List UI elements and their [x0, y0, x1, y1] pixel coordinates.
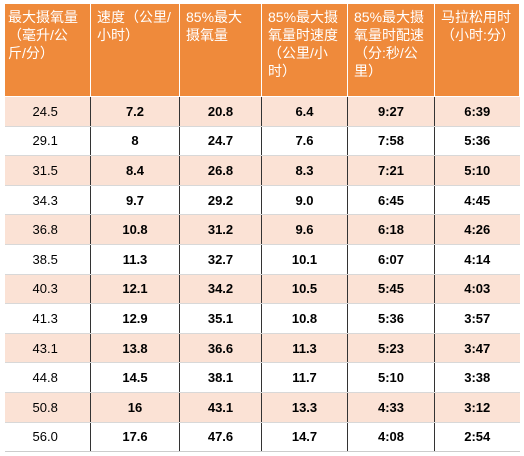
cell-speed: 11.3	[90, 243, 180, 275]
cell-85pct-speed: 9.6	[261, 214, 348, 245]
table-row: 29.1 8 24.7 7.6 7:58 5:36	[4, 125, 520, 157]
cell-85pct-speed: 7.6	[261, 125, 348, 157]
cell-vo2max: 24.5	[4, 96, 91, 127]
cell-85pct-pace: 7:21	[347, 155, 435, 186]
cell-vo2max: 44.8	[4, 362, 91, 393]
cell-vo2max: 34.3	[4, 184, 91, 216]
cell-marathon-time: 5:36	[434, 125, 520, 157]
cell-85pct-vo2max: 26.8	[179, 155, 262, 186]
cell-85pct-pace: 6:18	[347, 214, 435, 245]
table-row: 44.8 14.5 38.1 11.7 5:10 3:38	[4, 362, 520, 393]
cell-85pct-vo2max: 29.2	[179, 184, 262, 216]
cell-85pct-pace: 5:10	[347, 362, 435, 393]
cell-marathon-time: 3:47	[434, 332, 520, 364]
cell-speed: 12.1	[90, 273, 180, 305]
cell-85pct-vo2max: 35.1	[179, 303, 262, 334]
cell-vo2max: 50.8	[4, 391, 91, 423]
cell-85pct-vo2max: 34.2	[179, 273, 262, 305]
cell-vo2max: 43.1	[4, 332, 91, 364]
table-body: 24.5 7.2 20.8 6.4 9:27 6:39 29.1 8 24.7 7.6 7:58 5:…	[4, 96, 520, 453]
cell-85pct-speed: 9.0	[261, 184, 348, 216]
cell-speed: 8	[90, 125, 180, 157]
cell-85pct-vo2max: 31.2	[179, 214, 262, 245]
cell-marathon-time: 5:10	[434, 155, 520, 186]
cell-marathon-time: 6:39	[434, 96, 520, 127]
cell-marathon-time: 4:03	[434, 273, 520, 305]
cell-85pct-speed: 10.1	[261, 243, 348, 275]
table-row: 36.8 10.8 31.2 9.6 6:18 4:26	[4, 214, 520, 245]
cell-85pct-pace: 6:45	[347, 184, 435, 216]
header-speed: 速度（公里/小时）	[90, 3, 180, 97]
table-row: 50.8 16 43.1 13.3 4:33 3:12	[4, 391, 520, 423]
cell-vo2max: 41.3	[4, 303, 91, 334]
cell-vo2max: 31.5	[4, 155, 91, 186]
cell-marathon-time: 3:38	[434, 362, 520, 393]
cell-85pct-speed: 10.8	[261, 303, 348, 334]
table-row: 56.0 17.6 47.6 14.7 4:08 2:54	[4, 421, 520, 453]
cell-85pct-speed: 11.7	[261, 362, 348, 393]
cell-85pct-vo2max: 47.6	[179, 421, 262, 453]
cell-85pct-pace: 4:08	[347, 421, 435, 453]
cell-85pct-pace: 4:33	[347, 391, 435, 423]
table-row: 41.3 12.9 35.1 10.8 5:36 3:57	[4, 303, 520, 334]
cell-85pct-vo2max: 43.1	[179, 391, 262, 423]
cell-speed: 17.6	[90, 421, 180, 453]
table-row: 43.1 13.8 36.6 11.3 5:23 3:47	[4, 332, 520, 364]
cell-speed: 13.8	[90, 332, 180, 364]
table-row: 40.3 12.1 34.2 10.5 5:45 4:03	[4, 273, 520, 305]
table-header: 最大摄氧量（毫升/公斤/分） 速度（公里/小时） 85%最大摄氧量 85%最大摄…	[4, 3, 520, 97]
cell-marathon-time: 3:12	[434, 391, 520, 423]
table-row: 34.3 9.7 29.2 9.0 6:45 4:45	[4, 184, 520, 216]
cell-marathon-time: 4:14	[434, 243, 520, 275]
cell-vo2max: 29.1	[4, 125, 91, 157]
header-vo2max: 最大摄氧量（毫升/公斤/分）	[4, 3, 91, 97]
cell-speed: 9.7	[90, 184, 180, 216]
header-row: 最大摄氧量（毫升/公斤/分） 速度（公里/小时） 85%最大摄氧量 85%最大摄…	[4, 3, 520, 97]
cell-85pct-vo2max: 36.6	[179, 332, 262, 364]
vo2max-pace-table: 最大摄氧量（毫升/公斤/分） 速度（公里/小时） 85%最大摄氧量 85%最大摄…	[4, 3, 520, 453]
cell-speed: 14.5	[90, 362, 180, 393]
cell-85pct-speed: 13.3	[261, 391, 348, 423]
cell-85pct-speed: 10.5	[261, 273, 348, 305]
cell-marathon-time: 4:45	[434, 184, 520, 216]
cell-85pct-pace: 5:23	[347, 332, 435, 364]
cell-85pct-pace: 5:36	[347, 303, 435, 334]
cell-85pct-pace: 6:07	[347, 243, 435, 275]
cell-85pct-speed: 8.3	[261, 155, 348, 186]
cell-85pct-vo2max: 38.1	[179, 362, 262, 393]
cell-marathon-time: 3:57	[434, 303, 520, 334]
cell-vo2max: 36.8	[4, 214, 91, 245]
cell-speed: 10.8	[90, 214, 180, 245]
table-row: 31.5 8.4 26.8 8.3 7:21 5:10	[4, 155, 520, 186]
cell-85pct-speed: 6.4	[261, 96, 348, 127]
header-85pct-vo2max: 85%最大摄氧量	[179, 3, 262, 97]
header-85pct-speed: 85%最大摄氧量时速度（公里/小时）	[261, 3, 348, 97]
header-marathon-time: 马拉松用时（小时:分）	[434, 3, 520, 97]
table-row: 38.5 11.3 32.7 10.1 6:07 4:14	[4, 243, 520, 275]
cell-marathon-time: 4:26	[434, 214, 520, 245]
cell-85pct-speed: 14.7	[261, 421, 348, 453]
cell-85pct-vo2max: 24.7	[179, 125, 262, 157]
table-row: 24.5 7.2 20.8 6.4 9:27 6:39	[4, 96, 520, 127]
cell-85pct-vo2max: 32.7	[179, 243, 262, 275]
cell-85pct-pace: 7:58	[347, 125, 435, 157]
cell-85pct-pace: 5:45	[347, 273, 435, 305]
header-85pct-pace: 85%最大摄氧量时配速（分:秒/公里）	[347, 3, 435, 97]
cell-85pct-vo2max: 20.8	[179, 96, 262, 127]
cell-85pct-speed: 11.3	[261, 332, 348, 364]
cell-speed: 8.4	[90, 155, 180, 186]
cell-vo2max: 40.3	[4, 273, 91, 305]
cell-marathon-time: 2:54	[434, 421, 520, 453]
cell-speed: 7.2	[90, 96, 180, 127]
cell-speed: 12.9	[90, 303, 180, 334]
cell-vo2max: 38.5	[4, 243, 91, 275]
cell-85pct-pace: 9:27	[347, 96, 435, 127]
cell-vo2max: 56.0	[4, 421, 91, 453]
cell-speed: 16	[90, 391, 180, 423]
